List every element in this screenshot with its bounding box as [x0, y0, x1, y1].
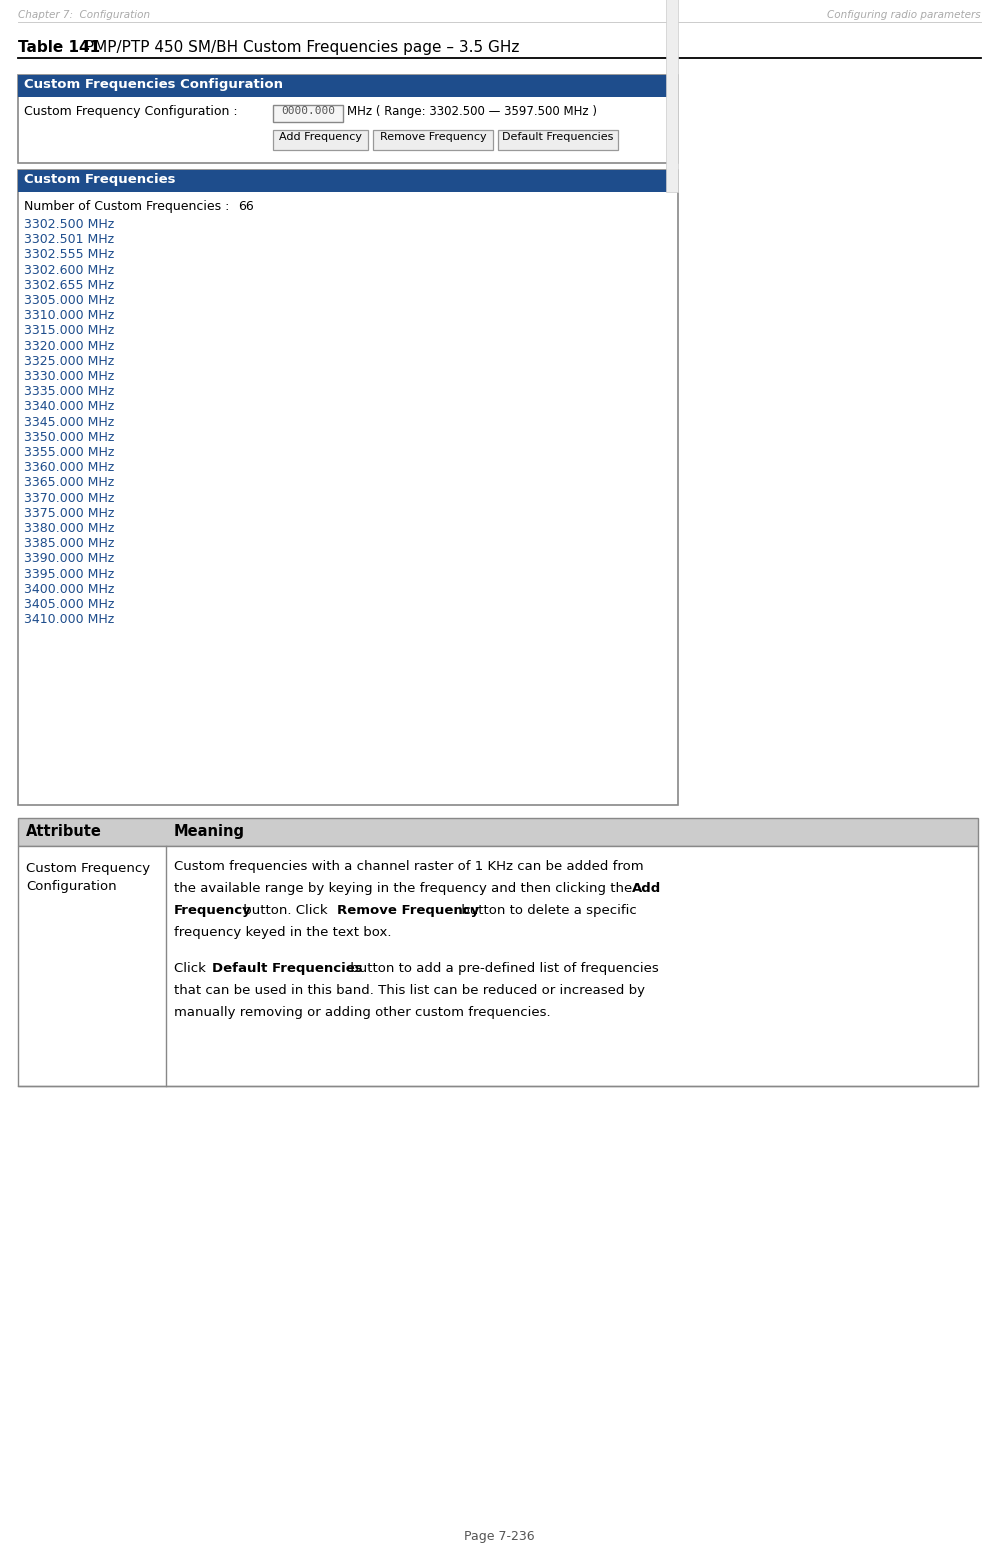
Text: 3302.500 MHz: 3302.500 MHz: [24, 218, 114, 232]
Text: Add: Add: [632, 882, 661, 896]
Text: 3335.000 MHz: 3335.000 MHz: [24, 386, 114, 398]
FancyBboxPatch shape: [373, 131, 493, 149]
Text: Chapter 7:  Configuration: Chapter 7: Configuration: [18, 9, 150, 20]
FancyBboxPatch shape: [18, 818, 978, 846]
Text: 3405.000 MHz: 3405.000 MHz: [24, 599, 114, 611]
Text: the available range by keying in the frequency and then clicking the: the available range by keying in the fre…: [174, 882, 636, 896]
Text: 3302.501 MHz: 3302.501 MHz: [24, 233, 114, 246]
Text: 3315.000 MHz: 3315.000 MHz: [24, 325, 114, 337]
Text: 3330.000 MHz: 3330.000 MHz: [24, 370, 114, 383]
Text: Default Frequencies: Default Frequencies: [502, 132, 613, 142]
Text: Remove Frequency: Remove Frequency: [337, 903, 480, 917]
Text: 3305.000 MHz: 3305.000 MHz: [24, 294, 114, 306]
Text: Custom Frequencies Configuration: Custom Frequencies Configuration: [24, 78, 283, 92]
Text: 3360.000 MHz: 3360.000 MHz: [24, 462, 114, 474]
FancyBboxPatch shape: [273, 131, 368, 149]
Text: 3400.000 MHz: 3400.000 MHz: [24, 583, 114, 596]
FancyBboxPatch shape: [18, 169, 678, 191]
Text: 3370.000 MHz: 3370.000 MHz: [24, 491, 114, 505]
Text: Configuration: Configuration: [26, 880, 117, 893]
FancyBboxPatch shape: [666, 0, 678, 191]
Text: MHz ( Range: 3302.500 — 3597.500 MHz ): MHz ( Range: 3302.500 — 3597.500 MHz ): [347, 106, 597, 118]
Text: 3380.000 MHz: 3380.000 MHz: [24, 522, 114, 535]
Text: 3375.000 MHz: 3375.000 MHz: [24, 507, 114, 519]
Text: Click: Click: [174, 963, 210, 975]
Text: Page 7-236: Page 7-236: [464, 1530, 534, 1543]
Text: Custom Frequencies: Custom Frequencies: [24, 173, 176, 187]
Text: 3325.000 MHz: 3325.000 MHz: [24, 355, 114, 369]
Text: 3385.000 MHz: 3385.000 MHz: [24, 536, 114, 550]
Text: 3350.000 MHz: 3350.000 MHz: [24, 431, 114, 443]
Text: Add Frequency: Add Frequency: [279, 132, 362, 142]
Text: Configuring radio parameters: Configuring radio parameters: [827, 9, 981, 20]
Text: button. Click: button. Click: [239, 903, 332, 917]
Text: Custom frequencies with a channel raster of 1 KHz can be added from: Custom frequencies with a channel raster…: [174, 860, 643, 872]
Text: Number of Custom Frequencies :: Number of Custom Frequencies :: [24, 201, 230, 213]
Text: Table 141: Table 141: [18, 40, 100, 54]
Text: Meaning: Meaning: [174, 824, 245, 840]
Text: PMP/PTP 450 SM/BH Custom Frequencies page – 3.5 GHz: PMP/PTP 450 SM/BH Custom Frequencies pag…: [80, 40, 519, 54]
Text: 0000.000: 0000.000: [281, 106, 335, 117]
Text: Frequency: Frequency: [174, 903, 252, 917]
Text: 3365.000 MHz: 3365.000 MHz: [24, 476, 114, 490]
Text: 66: 66: [238, 201, 254, 213]
FancyBboxPatch shape: [18, 75, 678, 163]
Text: button to delete a specific: button to delete a specific: [457, 903, 636, 917]
FancyBboxPatch shape: [18, 75, 678, 96]
Text: 3395.000 MHz: 3395.000 MHz: [24, 568, 114, 580]
Text: 3390.000 MHz: 3390.000 MHz: [24, 552, 114, 566]
Text: manually removing or adding other custom frequencies.: manually removing or adding other custom…: [174, 1006, 550, 1019]
Text: frequency keyed in the text box.: frequency keyed in the text box.: [174, 925, 392, 939]
Text: 3410.000 MHz: 3410.000 MHz: [24, 613, 114, 627]
FancyBboxPatch shape: [18, 846, 978, 1085]
Text: 3302.655 MHz: 3302.655 MHz: [24, 278, 114, 292]
Text: 3355.000 MHz: 3355.000 MHz: [24, 446, 114, 459]
FancyBboxPatch shape: [498, 131, 618, 149]
FancyBboxPatch shape: [273, 106, 343, 121]
Text: Custom Frequency Configuration :: Custom Frequency Configuration :: [24, 106, 238, 118]
Text: 3320.000 MHz: 3320.000 MHz: [24, 339, 114, 353]
Text: that can be used in this band. This list can be reduced or increased by: that can be used in this band. This list…: [174, 984, 645, 997]
Text: 3340.000 MHz: 3340.000 MHz: [24, 400, 114, 414]
Text: 3345.000 MHz: 3345.000 MHz: [24, 415, 114, 429]
FancyBboxPatch shape: [18, 169, 678, 805]
Text: button to add a pre-defined list of frequencies: button to add a pre-defined list of freq…: [346, 963, 658, 975]
Text: 3310.000 MHz: 3310.000 MHz: [24, 309, 114, 322]
Text: 3302.555 MHz: 3302.555 MHz: [24, 249, 114, 261]
Text: Remove Frequency: Remove Frequency: [380, 132, 487, 142]
Text: 3302.600 MHz: 3302.600 MHz: [24, 264, 114, 277]
Text: Attribute: Attribute: [26, 824, 102, 840]
Text: Custom Frequency: Custom Frequency: [26, 861, 150, 875]
Text: Default Frequencies: Default Frequencies: [212, 963, 363, 975]
